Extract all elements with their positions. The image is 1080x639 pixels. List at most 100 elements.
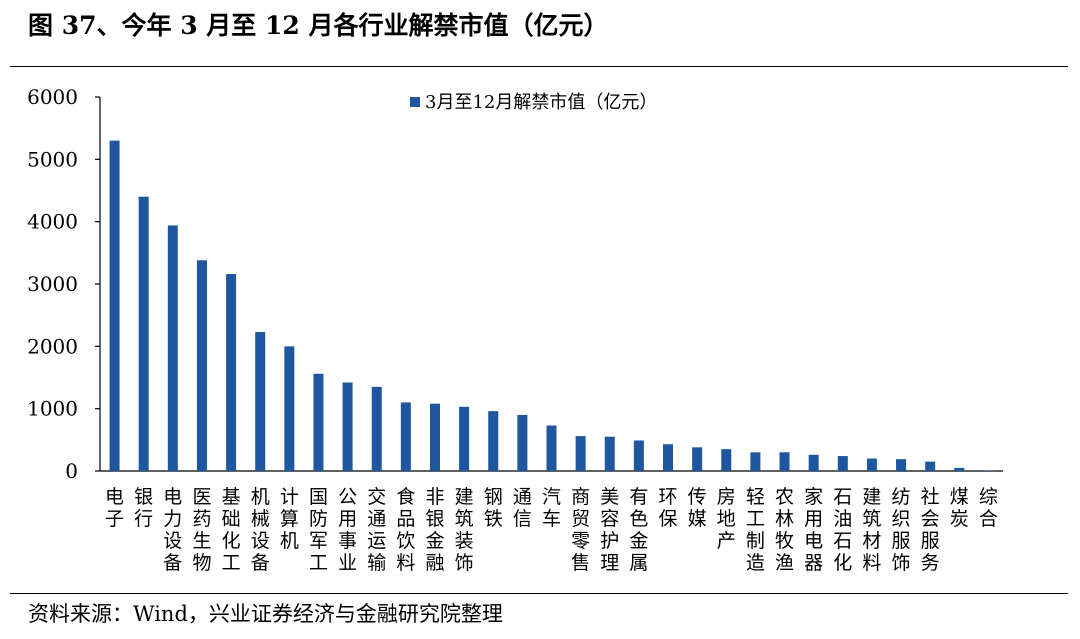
x-tick-label-char: 军 [309,530,328,552]
x-tick-label-char: 设 [163,530,182,552]
bar [400,402,411,471]
x-tick-label-char: 煤 [950,486,969,508]
y-tick-label: 5000 [27,147,78,171]
bar [138,196,149,472]
bar [925,461,936,471]
x-tick-label-char: 零 [571,530,590,552]
x-tick-label-char: 属 [629,552,648,574]
x-tick-label-char: 房 [717,486,736,508]
x-tick-label-char: 料 [862,552,881,574]
legend: 3月至12月解禁市值（亿元） [410,92,657,113]
x-tick-label-char: 轻 [746,486,765,508]
x-tick-label-char: 建 [862,486,881,508]
x-tick-label-char: 工 [746,508,765,530]
x-tick-label-char: 银 [425,508,444,530]
x-tick-label-char: 色 [629,508,648,530]
y-axis: 0 1000 2000 3000 4000 5000 6000 [27,85,101,483]
x-tick-label-char: 行 [134,508,153,530]
x-tick-label-char: 有 [629,486,648,508]
x-tick-label-char: 饰 [455,552,474,574]
x-tick-label-char: 炭 [950,508,969,530]
x-tick-label-char: 服 [921,530,940,552]
bar [459,406,470,471]
bar-series [109,140,994,472]
y-tick-label: 0 [65,459,78,483]
x-tick-label-char: 制 [746,530,765,552]
x-tick-label-char: 运 [367,530,386,552]
x-tick-label-char: 算 [280,508,299,530]
bar [429,403,440,471]
x-tick-label-char: 料 [396,552,415,574]
bar [721,449,732,471]
x-tick-label-char: 业 [338,552,357,574]
bar [837,456,848,471]
x-tick-label-char: 渔 [775,552,794,574]
x-tick-label-char: 容 [600,508,619,530]
legend-swatch [410,97,420,107]
bar [808,454,819,471]
x-tick-label-char: 筑 [862,508,881,530]
x-tick-label-char: 汽 [542,486,561,508]
x-tick-label-char: 融 [425,552,444,574]
x-tick-label-char: 通 [513,486,532,508]
x-tick-label-char: 础 [222,508,241,530]
x-tick-label-char: 会 [921,508,940,530]
bar [255,332,266,471]
x-tick-label-char: 子 [105,508,124,530]
x-tick-label-char: 输 [367,552,386,574]
bar [371,386,382,471]
x-tick-label-char: 铁 [484,508,503,530]
x-tick-label-char: 备 [163,552,182,574]
x-tick-label-char: 传 [688,486,707,508]
bar [167,225,178,471]
x-tick-label-char: 品 [396,508,415,530]
x-tick-label-char: 工 [222,552,241,574]
x-tick-label-char: 金 [425,530,444,552]
x-tick-label-char: 工 [309,552,328,574]
bar [983,470,994,471]
x-tick-label-char: 饮 [396,530,415,552]
x-tick-label-char: 材 [862,530,881,552]
x-tick-label-char: 公 [338,486,357,508]
x-tick-label-char: 保 [659,508,678,530]
x-tick-label-char: 地 [717,508,736,530]
x-tick-label-char: 事 [338,530,357,552]
x-tick-label-char: 银 [134,486,153,508]
bar [284,346,295,471]
category-labels: 电子银行电力设备医药生物基础化工机械设备计算机国防军工公用事业交通运输食品饮料非… [105,486,998,574]
x-tick-label-char: 家 [804,486,823,508]
x-tick-label-char: 防 [309,508,328,530]
top-rule [10,66,1068,67]
x-tick-label-char: 械 [251,508,270,530]
bar [866,458,877,471]
x-tick-label-char: 织 [892,508,911,530]
x-tick-label-char: 电 [804,530,823,552]
x-tick-label-char: 务 [921,552,940,574]
x-tick-label-char: 产 [717,530,736,552]
x-tick-label-char: 基 [222,486,241,508]
x-tick-label-char: 装 [455,530,474,552]
x-tick-label-char: 商 [571,486,590,508]
x-tick-label-char: 纺 [892,486,911,508]
x-tick-label-char: 机 [251,486,270,508]
x-tick-label-char: 媒 [688,508,707,530]
x-tick-label-char: 化 [833,552,852,574]
x-tick-label-char: 农 [775,486,794,508]
x-tick-label-char: 综 [979,486,998,508]
x-tick-label-char: 石 [833,530,852,552]
figure-title: 图 37、今年 3 月至 12 月各行业解禁市值（亿元） [28,11,609,40]
bar [604,436,615,471]
source-note: 资料来源：Wind，兴业证券经济与金融研究院整理 [28,602,503,626]
x-tick-label-char: 理 [600,552,619,574]
x-tick-label-char: 通 [367,508,386,530]
x-tick-label-char: 用 [804,508,823,530]
x-tick-label-char: 护 [600,530,619,552]
x-tick-label-char: 筑 [455,508,474,530]
x-tick-label-char: 贸 [571,508,590,530]
bar [109,140,120,471]
bar [226,274,237,471]
x-tick-label-char: 国 [309,486,328,508]
bar [488,411,499,471]
legend-label: 3月至12月解禁市值（亿元） [425,92,657,113]
x-tick-label-char: 力 [163,508,182,530]
